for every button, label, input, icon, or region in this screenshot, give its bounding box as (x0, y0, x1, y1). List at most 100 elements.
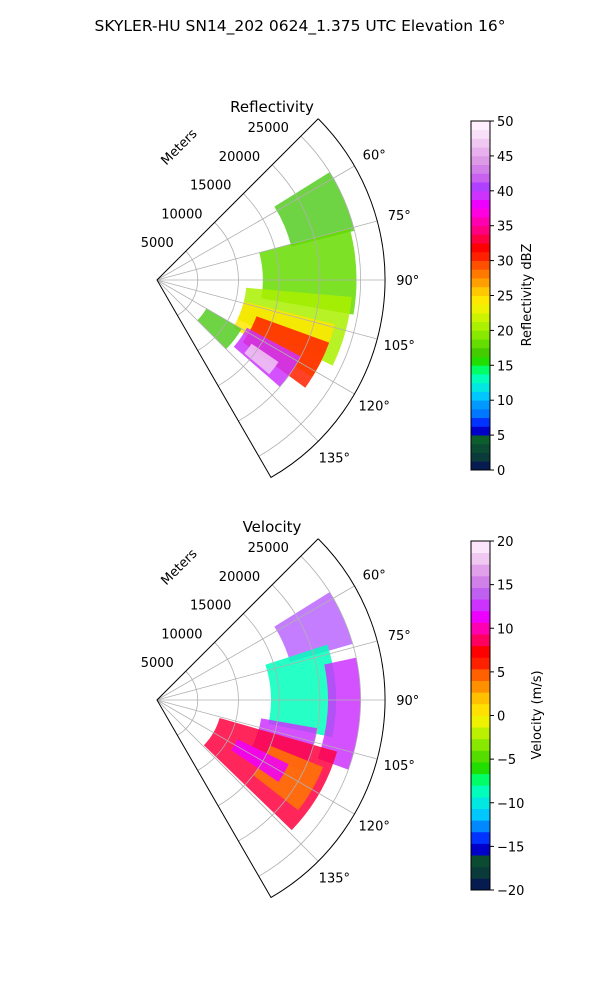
velocity-colorbar-band-11 (471, 750, 490, 763)
velocity-azimuth-tick-0: 60° (363, 569, 386, 584)
reflectivity-radial-tick-1: 10000 (161, 207, 202, 222)
velocity-sector-frame (156, 538, 386, 899)
velocity-colorbar-band-18 (471, 668, 490, 681)
reflectivity-azimuth-tick-5: 135° (319, 451, 350, 466)
velocity-colorbar-tick-5: 5 (497, 666, 505, 681)
reflectivity-panel: Reflectivity 5000 10000 15000 20000 25000 60… (141, 98, 535, 479)
velocity-colorbar-label: Velocity (m/s) (530, 670, 545, 759)
reflectivity-echo-region-6 (244, 343, 279, 375)
reflectivity-colorbar-band-4 (471, 426, 490, 436)
velocity-colorbar-band-5 (471, 820, 490, 833)
velocity-radial-tick-3: 20000 (219, 570, 260, 585)
reflectivity-colorbar-band-34 (471, 164, 490, 174)
figure-title: SKYLER-HU SN14_202 0624_1.375 UTC Elevat… (95, 17, 506, 36)
velocity-colorbar-band-23 (471, 610, 490, 623)
reflectivity-title: Reflectivity (230, 98, 314, 116)
reflectivity-grid-ring-4 (258, 135, 361, 457)
velocity-colorbar-band-4 (471, 831, 490, 844)
velocity-azimuth-tick-1: 75° (388, 629, 411, 644)
velocity-azimuth-ticks: 60° 75° 90° 105° 120° 135° (319, 569, 420, 887)
reflectivity-colorbar-band-6 (471, 408, 490, 419)
velocity-echo-region-1 (265, 644, 337, 738)
reflectivity-colorbar-band-13 (471, 347, 490, 357)
velocity-colorbar-band-6 (471, 808, 490, 821)
velocity-radial-tick-2: 15000 (190, 599, 231, 614)
reflectivity-colorbar-band-38 (471, 129, 490, 139)
velocity-colorbar-band-8 (471, 785, 490, 798)
velocity-colorbar-band-27 (471, 564, 490, 577)
reflectivity-colorbar-band-31 (471, 190, 490, 200)
velocity-colorbar-band-0 (471, 878, 490, 891)
reflectivity-colorbar-band-23 (471, 260, 490, 270)
velocity-azimuth-tick-3: 105° (384, 759, 415, 774)
velocity-radial-axis-label: Meters (159, 546, 201, 588)
reflectivity-colorbar-band-29 (471, 208, 490, 218)
velocity-colorbar-band-13 (471, 727, 490, 740)
velocity-grid-ring-2 (217, 613, 280, 807)
reflectivity-colorbar-band-12 (471, 356, 490, 366)
velocity-radial-tick-1: 10000 (161, 627, 202, 642)
reflectivity-azimuth-tick-4: 120° (359, 399, 390, 414)
reflectivity-azimuth-tick-2: 90° (396, 274, 419, 289)
velocity-colorbar-tick-3: −5 (497, 753, 516, 768)
velocity-colorbar-band-7 (471, 796, 490, 809)
reflectivity-echo-region-0 (274, 172, 355, 247)
velocity-echo-region-0 (274, 592, 353, 662)
velocity-colorbar-band-19 (471, 657, 490, 670)
velocity-azimuth-tick-5: 135° (319, 871, 350, 886)
reflectivity-azimuth-tick-3: 105° (384, 339, 415, 354)
velocity-title: Velocity (243, 518, 302, 536)
reflectivity-radial-ticks: 5000 10000 15000 20000 25000 (141, 121, 289, 251)
reflectivity-colorbar-band-18 (471, 304, 490, 314)
velocity-colorbar-band-25 (471, 587, 490, 600)
reflectivity-grid-spoke-0 (156, 165, 355, 281)
reflectivity-colorbar-tick-1: 5 (497, 429, 505, 444)
velocity-grid-spoke-0 (156, 585, 355, 701)
reflectivity-colorbar-band-10 (471, 374, 490, 384)
velocity-colorbar-band-14 (471, 715, 490, 728)
reflectivity-colorbar-tick-6: 30 (497, 255, 514, 270)
reflectivity-colorbar-band-26 (471, 234, 490, 244)
velocity-colorbar-band-9 (471, 773, 490, 786)
reflectivity-radial-tick-4: 25000 (248, 121, 289, 136)
reflectivity-echo-region-7 (197, 308, 242, 350)
velocity-colorbar-tick-0: −20 (497, 884, 524, 899)
reflectivity-grid-spoke-1 (156, 220, 378, 281)
velocity-grid-ring-0 (177, 670, 199, 736)
velocity-colorbar-band-24 (471, 599, 490, 612)
reflectivity-colorbar-band-11 (471, 365, 490, 375)
reflectivity-azimuth-tick-0: 60° (363, 149, 386, 164)
velocity-colorbar-band-15 (471, 703, 490, 716)
velocity-colorbar-tick-8: 20 (497, 535, 514, 550)
velocity-colorbar-band-16 (471, 692, 490, 705)
reflectivity-sector-frame (156, 118, 386, 479)
velocity-grid (156, 538, 386, 899)
reflectivity-colorbar-tick-5: 25 (497, 290, 514, 305)
velocity-radial-tick-4: 25000 (248, 541, 289, 556)
reflectivity-colorbar-band-27 (471, 225, 490, 235)
reflectivity-colorbar-band-37 (471, 138, 490, 148)
velocity-colorbar-band-10 (471, 762, 490, 775)
reflectivity-colorbar-tick-0: 0 (497, 464, 505, 479)
reflectivity-radial-axis-label: Meters (159, 126, 201, 168)
reflectivity-colorbar-label: Reflectivity dBZ (520, 244, 535, 347)
velocity-azimuth-tick-2: 90° (396, 694, 419, 709)
velocity-colorbar-band-29 (471, 541, 490, 554)
velocity-colorbar-band-3 (471, 843, 490, 856)
reflectivity-colorbar-band-8 (471, 391, 490, 401)
velocity-colorbar-band-26 (471, 575, 490, 588)
velocity-colorbar-band-2 (471, 855, 490, 868)
reflectivity-colorbar-band-32 (471, 182, 490, 192)
reflectivity-colorbar-tick-2: 10 (497, 394, 514, 409)
reflectivity-colorbar-tick-10: 50 (497, 115, 514, 130)
velocity-panel: Velocity 5000 10000 15000 20000 25000 60° 75°… (141, 518, 545, 899)
reflectivity-colorbar-band-0 (471, 461, 490, 471)
velocity-grid-ring-4 (258, 555, 361, 877)
reflectivity-colorbar-tick-9: 45 (497, 150, 514, 165)
reflectivity-grid-spoke-4 (156, 279, 355, 395)
velocity-colorbar-tick-4: 0 (497, 710, 505, 725)
reflectivity-colorbar-band-19 (471, 295, 490, 305)
reflectivity-azimuth-tick-1: 75° (388, 209, 411, 224)
reflectivity-colorbar-band-7 (471, 400, 490, 410)
velocity-radial-tick-0: 5000 (141, 656, 174, 671)
